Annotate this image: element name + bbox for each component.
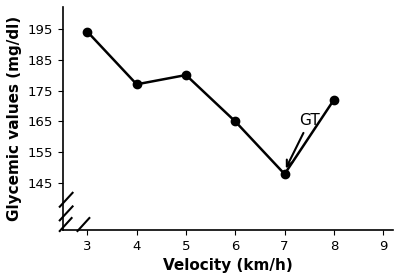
X-axis label: Velocity (km/h): Velocity (km/h) <box>163 258 293 273</box>
Text: GT: GT <box>287 113 320 166</box>
Y-axis label: Glycemic values (mg/dl): Glycemic values (mg/dl) <box>7 16 22 221</box>
